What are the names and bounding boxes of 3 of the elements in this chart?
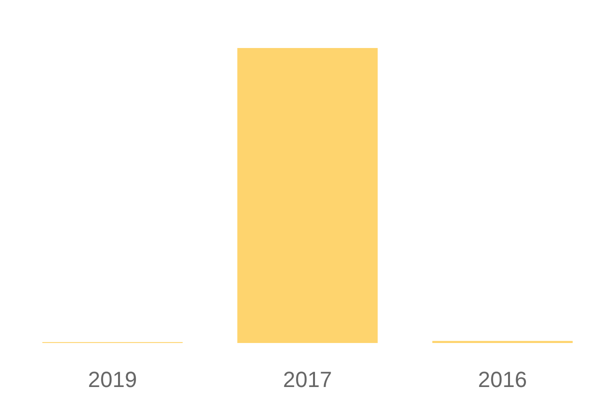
x-tick-label: 2017 xyxy=(283,367,332,392)
x-tick-label: 2016 xyxy=(478,367,527,392)
x-tick-label: 2019 xyxy=(88,367,137,392)
